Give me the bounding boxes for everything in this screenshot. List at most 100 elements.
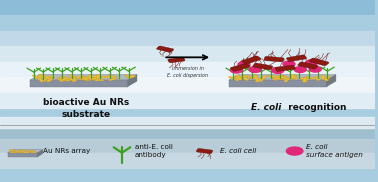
FancyBboxPatch shape	[242, 56, 261, 64]
FancyBboxPatch shape	[75, 75, 84, 79]
FancyBboxPatch shape	[96, 74, 100, 79]
FancyBboxPatch shape	[94, 79, 104, 81]
FancyBboxPatch shape	[88, 78, 98, 80]
FancyBboxPatch shape	[108, 77, 117, 81]
Bar	[0, 0, 375, 15]
Bar	[0, 125, 375, 139]
FancyBboxPatch shape	[254, 76, 259, 80]
FancyBboxPatch shape	[39, 74, 44, 79]
FancyBboxPatch shape	[15, 151, 20, 152]
Circle shape	[294, 67, 306, 72]
Polygon shape	[229, 75, 336, 80]
Text: E. coli cell: E. coli cell	[220, 148, 256, 154]
FancyBboxPatch shape	[300, 77, 309, 80]
FancyBboxPatch shape	[291, 74, 295, 79]
FancyBboxPatch shape	[325, 76, 328, 81]
FancyBboxPatch shape	[48, 77, 52, 81]
FancyBboxPatch shape	[301, 78, 308, 82]
FancyBboxPatch shape	[257, 78, 265, 82]
FancyBboxPatch shape	[20, 150, 25, 151]
FancyBboxPatch shape	[11, 152, 17, 153]
FancyBboxPatch shape	[284, 78, 290, 82]
Bar	[0, 46, 375, 62]
FancyBboxPatch shape	[280, 75, 286, 80]
FancyBboxPatch shape	[72, 77, 76, 82]
Text: Au NRs array: Au NRs array	[43, 148, 90, 154]
FancyBboxPatch shape	[260, 75, 267, 80]
Text: Immersion in
E. coli dispersion: Immersion in E. coli dispersion	[167, 66, 208, 78]
FancyBboxPatch shape	[16, 151, 22, 152]
Bar	[0, 153, 375, 168]
FancyBboxPatch shape	[249, 75, 258, 79]
FancyBboxPatch shape	[71, 77, 77, 81]
FancyBboxPatch shape	[242, 76, 249, 81]
Bar	[0, 139, 375, 153]
FancyBboxPatch shape	[234, 76, 243, 80]
FancyBboxPatch shape	[228, 76, 237, 80]
FancyBboxPatch shape	[32, 75, 40, 79]
Bar	[0, 93, 375, 108]
FancyBboxPatch shape	[321, 75, 325, 80]
FancyBboxPatch shape	[230, 64, 250, 71]
FancyBboxPatch shape	[275, 75, 283, 79]
FancyBboxPatch shape	[59, 77, 69, 79]
FancyBboxPatch shape	[279, 76, 288, 79]
FancyBboxPatch shape	[235, 75, 243, 79]
FancyBboxPatch shape	[31, 152, 36, 153]
FancyBboxPatch shape	[19, 151, 25, 153]
FancyBboxPatch shape	[264, 56, 284, 62]
Text: recognition: recognition	[282, 103, 347, 112]
Circle shape	[305, 60, 318, 66]
FancyBboxPatch shape	[46, 78, 53, 82]
Polygon shape	[8, 150, 43, 153]
Text: bioactive Au NRs
substrate: bioactive Au NRs substrate	[43, 98, 129, 119]
FancyBboxPatch shape	[9, 150, 15, 151]
FancyBboxPatch shape	[57, 78, 64, 82]
FancyBboxPatch shape	[239, 75, 248, 78]
FancyBboxPatch shape	[35, 74, 43, 78]
FancyBboxPatch shape	[275, 65, 295, 71]
Circle shape	[309, 66, 321, 72]
FancyBboxPatch shape	[80, 78, 89, 80]
FancyBboxPatch shape	[290, 75, 297, 79]
FancyBboxPatch shape	[85, 78, 94, 81]
Circle shape	[283, 61, 295, 67]
Circle shape	[287, 147, 303, 155]
Polygon shape	[37, 150, 43, 157]
FancyBboxPatch shape	[29, 151, 34, 152]
Bar	[0, 77, 375, 93]
FancyBboxPatch shape	[107, 75, 116, 78]
FancyBboxPatch shape	[102, 76, 111, 78]
FancyBboxPatch shape	[25, 151, 31, 152]
FancyBboxPatch shape	[253, 63, 273, 70]
Bar	[0, 117, 375, 128]
Circle shape	[272, 68, 284, 73]
FancyBboxPatch shape	[259, 77, 265, 82]
FancyBboxPatch shape	[86, 78, 95, 81]
Bar	[0, 62, 375, 77]
Polygon shape	[327, 75, 336, 87]
FancyBboxPatch shape	[301, 76, 310, 80]
FancyBboxPatch shape	[324, 76, 331, 81]
FancyBboxPatch shape	[42, 77, 49, 81]
Polygon shape	[128, 75, 137, 87]
FancyBboxPatch shape	[79, 77, 89, 79]
Polygon shape	[8, 153, 37, 157]
FancyBboxPatch shape	[156, 46, 174, 52]
FancyBboxPatch shape	[302, 78, 307, 82]
FancyBboxPatch shape	[10, 152, 15, 153]
Text: E. coli
surface antigen: E. coli surface antigen	[306, 144, 363, 158]
Circle shape	[231, 67, 242, 73]
FancyBboxPatch shape	[65, 77, 69, 81]
Circle shape	[249, 67, 261, 72]
FancyBboxPatch shape	[251, 74, 257, 79]
FancyBboxPatch shape	[237, 76, 247, 78]
FancyBboxPatch shape	[58, 77, 67, 81]
FancyBboxPatch shape	[255, 78, 262, 82]
Circle shape	[238, 62, 250, 68]
FancyBboxPatch shape	[279, 76, 287, 80]
FancyBboxPatch shape	[241, 76, 250, 78]
FancyBboxPatch shape	[273, 78, 282, 80]
FancyBboxPatch shape	[65, 77, 74, 81]
FancyBboxPatch shape	[297, 62, 318, 69]
